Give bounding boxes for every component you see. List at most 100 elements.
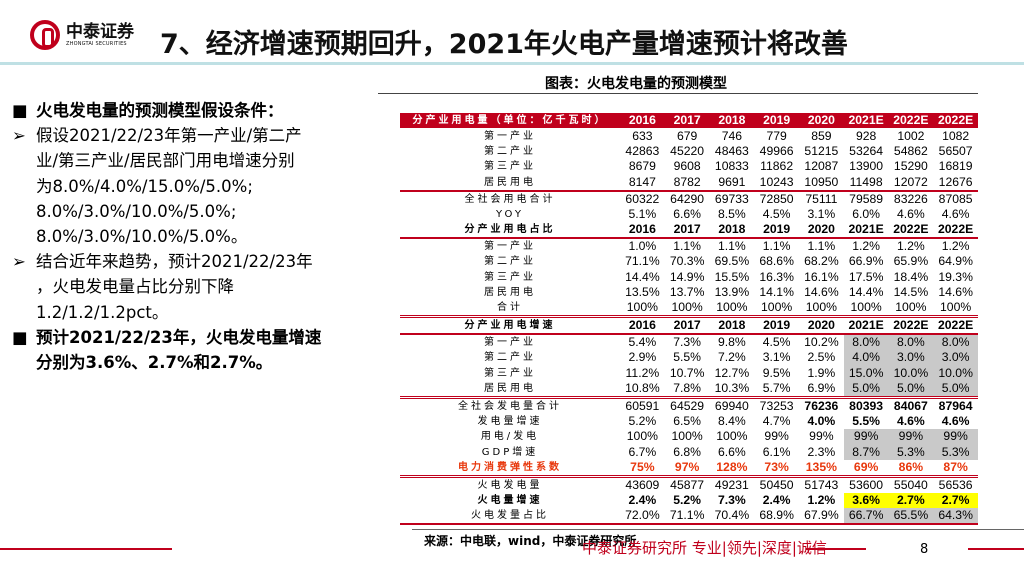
table-cell: 99% xyxy=(933,429,978,445)
table-cell: 2022E xyxy=(938,221,974,236)
table-cell: 66.9% xyxy=(848,254,884,269)
table-cell: 51215 xyxy=(804,143,839,158)
bullet-line: 为8.0%/4.0%/15.0%/5.0%; xyxy=(12,174,392,199)
table-cell: 48463 xyxy=(714,143,749,158)
table-cell: 64529 xyxy=(664,395,710,414)
table-cell: 5.1% xyxy=(628,206,657,221)
row-label: 居民用电 xyxy=(484,176,536,188)
table-cell: 1002 xyxy=(897,128,925,143)
table-cell: 99% xyxy=(843,429,889,445)
table-row: 第三产业 11.2% 10.7% 12.7% 9.5% 1.9% 15.0% 10.0% 10.… xyxy=(400,365,978,381)
table-row: GDP增速 6.7% 6.8% 6.6% 6.1% 2.3% 8.7% 5.3% 5.3% xyxy=(400,444,978,461)
table-row: 分产业用电占比 2016 2017 2018 2019 2020 2021E 2022E 202… xyxy=(400,222,978,238)
table-row: 合计 100% 100% 100% 100% 100% 100% 100% 100% xyxy=(400,300,978,317)
table-cell: 53600 xyxy=(843,475,889,494)
table-cell: 8147 xyxy=(628,174,656,189)
table-cell: 4.0% xyxy=(807,414,836,429)
table-cell: 84067 xyxy=(888,395,934,414)
table-cell: 71.1% xyxy=(664,508,710,526)
table-cell: 5.2% xyxy=(628,414,657,429)
table-cell: 53264 xyxy=(849,143,884,158)
table-cell: 4.5% xyxy=(754,333,799,351)
table-row: 电力消费弹性系数 75% 97% 128% 73% 135% 69% 86% 87% xyxy=(400,460,978,477)
table-cell: 1.1% xyxy=(799,236,844,254)
footer-line xyxy=(0,548,172,550)
table-cell: 72850 xyxy=(754,189,799,207)
table-cell: 10.2% xyxy=(799,333,844,351)
bullet-text: ■ 火电发电量的预测模型假设条件： ➢ 假设2021/22/23年第一产业/第二产 业/… xyxy=(12,98,392,375)
table-cell: 1.2% xyxy=(888,236,934,254)
table-cell: 66.7% xyxy=(843,508,889,526)
table-cell: 87964 xyxy=(933,395,978,414)
table-cell: 5.5% xyxy=(852,414,881,429)
table-cell: 15.0% xyxy=(843,365,889,381)
table-cell: 68.9% xyxy=(754,508,799,526)
table-cell: 54862 xyxy=(893,143,928,158)
table-cell: 2.4% xyxy=(762,493,791,508)
bullet-line: 8.0%/3.0%/10.0%/5.0%; xyxy=(12,199,392,224)
table-cell: 14.1% xyxy=(759,284,794,299)
table-cell: 1.2% xyxy=(807,493,836,508)
table-row: 第二产业 71.1% 70.3% 69.5% 68.6% 68.2% 66.9% 65.9% 6… xyxy=(400,254,978,269)
table-cell: 14.6% xyxy=(938,284,973,299)
table-cell: 1.2% xyxy=(843,236,889,254)
table-cell: 6.6% xyxy=(673,206,702,221)
table-cell: 2022E xyxy=(888,315,934,335)
table-cell: 60322 xyxy=(620,189,665,207)
table-cell: 42863 xyxy=(625,143,660,158)
table-row: 分产业用电量（单位：亿千瓦时） 2016 2017 2018 2019 2020 2021E… xyxy=(400,113,978,129)
table-cell: 2021E xyxy=(843,113,889,129)
table-cell: 1082 xyxy=(942,128,970,143)
row-label: 火电量增速 xyxy=(477,495,543,507)
table-cell: 43609 xyxy=(620,475,665,494)
table-row: 居民用电 8147 8782 9691 10243 10950 11498 12072 1267… xyxy=(400,175,978,191)
table-cell: 97% xyxy=(674,460,700,475)
table-cell: 9.8% xyxy=(709,333,755,351)
table-row: 第二产业 2.9% 5.5% 7.2% 3.1% 2.5% 4.0% 3.0% 3.0% xyxy=(400,350,978,366)
table-cell: 2022E xyxy=(893,221,929,236)
table-row: 居民用电 10.8% 7.8% 10.3% 5.7% 6.9% 5.0% 5.0% 5.0% xyxy=(400,380,978,398)
table-cell: 75% xyxy=(630,460,655,475)
table-cell: 2016 xyxy=(620,113,665,129)
table-cell: 4.6% xyxy=(896,414,925,429)
table-cell: 67.9% xyxy=(799,508,844,526)
table-cell: 75111 xyxy=(799,189,844,207)
bullet-text-line: 结合近年来趋势，预计2021/22/23年 xyxy=(36,252,313,272)
table-cell: 1.9% xyxy=(807,365,836,380)
table-cell: 70.4% xyxy=(709,508,755,526)
bullet-line: 1.2/1.2/1.2pct。 xyxy=(12,300,392,325)
table-cell: 2.9% xyxy=(628,350,657,365)
bullet-text-line: 预计2021/22/23年，火电发电量增速 xyxy=(36,327,322,347)
bullet-line: 分别为3.6%、2.7%和2.7%。 xyxy=(12,350,392,375)
bullet-text-line: ，火电发电量占比分别下降 xyxy=(36,277,234,297)
table-cell: 83226 xyxy=(888,189,934,207)
table-cell: 5.3% xyxy=(933,444,978,461)
row-label: 分产业用电增速 xyxy=(400,315,620,335)
table-cell: 64.3% xyxy=(933,508,978,526)
table-cell: 99% xyxy=(809,429,834,444)
table-cell: 2019 xyxy=(763,221,791,236)
table-cell: 10243 xyxy=(759,174,794,189)
table-cell: 3.0% xyxy=(888,350,934,366)
row-label: 第一产业 xyxy=(400,236,620,254)
table-cell: 11.2% xyxy=(625,365,660,380)
table-cell: 5.7% xyxy=(762,380,791,395)
table-cell: 45220 xyxy=(670,143,705,158)
table-cell: 2.4% xyxy=(628,493,657,508)
row-label: 第二产业 xyxy=(484,352,536,364)
table-cell: 2.7% xyxy=(888,493,934,509)
table-cell: 99% xyxy=(764,429,789,444)
bullet-text-line: 8.0%/3.0%/10.0%/5.0%。 xyxy=(36,227,248,247)
logo-en: ZHONGTAI SECURITIES xyxy=(66,41,127,47)
table-cell: 73% xyxy=(764,460,789,475)
table-cell: 51743 xyxy=(799,475,844,494)
forecast-table: 分产业用电量（单位：亿千瓦时） 2016 2017 2018 2019 2020 2021E… xyxy=(400,113,978,526)
table-cell: 99% xyxy=(888,429,934,445)
table-cell: 2017 xyxy=(664,113,710,129)
table-cell: 100% xyxy=(671,300,703,315)
table-cell: 3.1% xyxy=(762,350,791,365)
bullet-icon: ➢ xyxy=(12,126,26,146)
table-cell: 49966 xyxy=(759,143,794,158)
table-cell: 8.0% xyxy=(843,333,889,351)
table-cell: 6.8% xyxy=(673,444,702,459)
